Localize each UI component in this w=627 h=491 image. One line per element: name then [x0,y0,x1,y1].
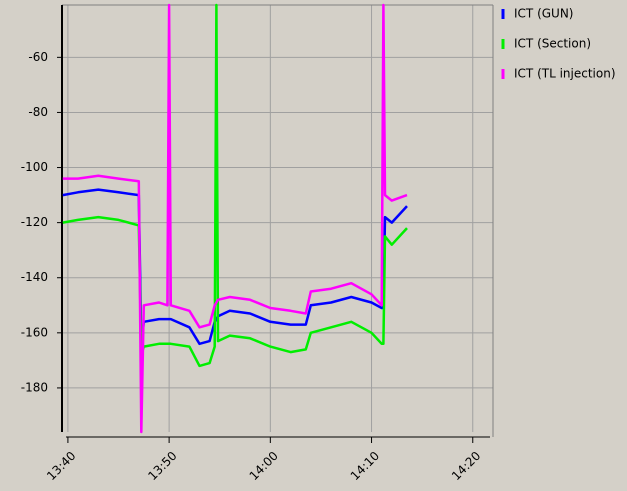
y-tick-label: -60 [28,50,48,64]
y-tick-label: -120 [21,215,48,229]
y-tick-label: -180 [21,380,48,394]
series-line [62,3,408,434]
legend-label: ICT (TL injection) [514,67,616,81]
legend-label: ICT (Section) [514,37,591,51]
legend: ICT (GUN) ICT (Section) ICT (TL injection) [501,7,616,81]
legend-label: ICT (GUN) [514,7,573,21]
y-tick-label: -100 [21,160,48,174]
y-tick-label: -140 [21,270,48,284]
y-tick-label: -80 [28,105,48,119]
y-tick-label: -160 [21,325,48,339]
